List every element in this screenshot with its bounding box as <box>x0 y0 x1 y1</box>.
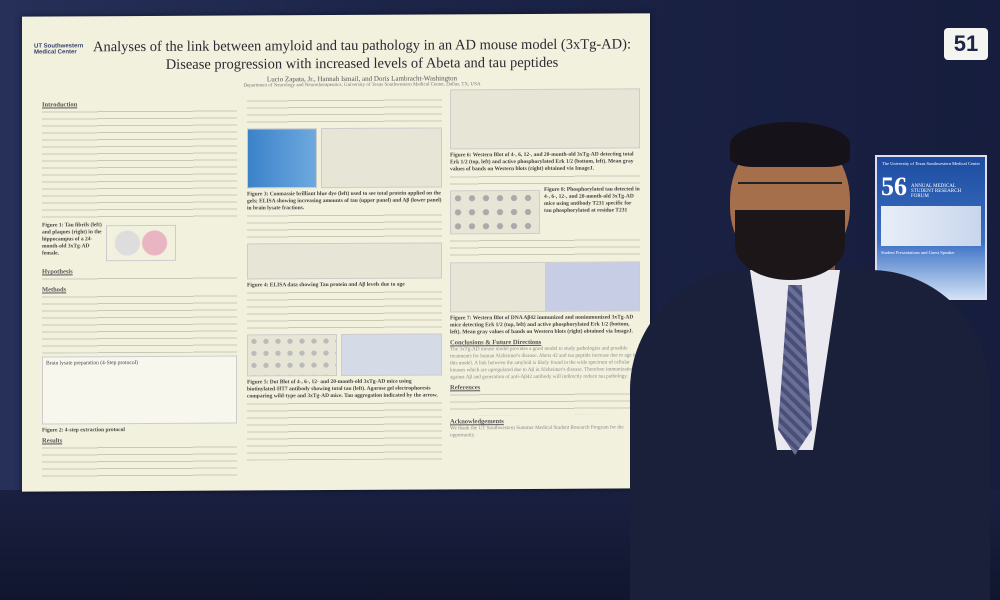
poster-logo: UT Southwestern Medical Center <box>34 43 84 56</box>
beard <box>735 210 845 280</box>
flyer-event: ANNUAL MEDICAL STUDENT RESEARCH FORUM <box>911 183 962 199</box>
fig3-elisa-charts <box>321 127 442 189</box>
references-text <box>450 390 640 416</box>
col2-text <box>247 96 442 126</box>
fig5-caption: Figure 5: Dot Blot of 4-, 6-, 12- and 20… <box>247 378 438 400</box>
column-2: Figure 3: Coomassie brilliant blue dye (… <box>247 96 442 461</box>
methods-text <box>42 292 237 354</box>
fig3-coomassie-gel <box>247 128 317 189</box>
fig1-caption: Figure 1: Tau fibrils (left) and plaques… <box>42 222 102 257</box>
fig8-caption: Figure 8: Phosphorylated tau detected in… <box>544 186 640 214</box>
flyer-number: 56 <box>881 172 907 201</box>
glasses <box>738 182 842 200</box>
fig5-dot-blot <box>247 333 337 377</box>
presenter-person <box>630 120 990 600</box>
fig5-agarose-gel <box>341 333 442 376</box>
results-text <box>42 443 237 480</box>
col3-text-2 <box>450 236 640 260</box>
fig6-western-blot <box>450 88 640 150</box>
hypothesis-text <box>42 274 237 284</box>
intro-text <box>42 107 237 219</box>
fig4-charts <box>247 242 442 280</box>
acknowledgements-text: We thank the UT Southwestern Summer Medi… <box>450 424 624 439</box>
hair <box>730 122 850 167</box>
forum-flyer: The University of Texas Southwestern Med… <box>875 155 987 300</box>
fig2-diagram: Brain lysate preparation (4-Step protoco… <box>42 355 237 425</box>
title-line-2: Disease progression with increased level… <box>165 54 559 73</box>
col2-text-2 <box>247 211 442 241</box>
column-1: Introduction Figure 1: Tau fibrils (left… <box>42 98 237 480</box>
poster-title: Analyses of the link between amyloid and… <box>82 35 642 74</box>
flyer-speaker: Student Presentations and Guest Speaker <box>881 250 955 255</box>
conclusions-text: The 3xTg-AD mouse model provides a good … <box>450 345 637 381</box>
col2-text-3 <box>247 288 442 332</box>
fig6-caption: Figure 6: Western Blot of 4-, 6, 12-, an… <box>450 151 634 173</box>
fig7-caption: Figure 7: Western Blot of DNA Aβ42 immun… <box>450 314 634 336</box>
research-poster: UT Southwestern Medical Center Analyses … <box>22 13 650 492</box>
col2-text-4 <box>247 399 442 461</box>
fig2-title: Brain lysate preparation (4-Step protoco… <box>46 360 138 367</box>
fig8-dot-blot <box>450 189 540 235</box>
flyer-header: The University of Texas Southwestern Med… <box>881 161 981 166</box>
booth-number-card: 51 <box>944 28 988 60</box>
fig3-caption: Figure 3: Coomassie brilliant blue dye (… <box>247 190 442 212</box>
fig1-image <box>106 224 176 262</box>
fig2-caption: Figure 2: 4-step extraction protocol <box>42 427 125 434</box>
col3-text <box>450 172 640 188</box>
flyer-microscope-photo <box>881 206 981 246</box>
column-3: Figure 6: Western Blot of 4-, 6, 12-, an… <box>450 85 640 439</box>
fig7-western-blot <box>450 261 640 313</box>
